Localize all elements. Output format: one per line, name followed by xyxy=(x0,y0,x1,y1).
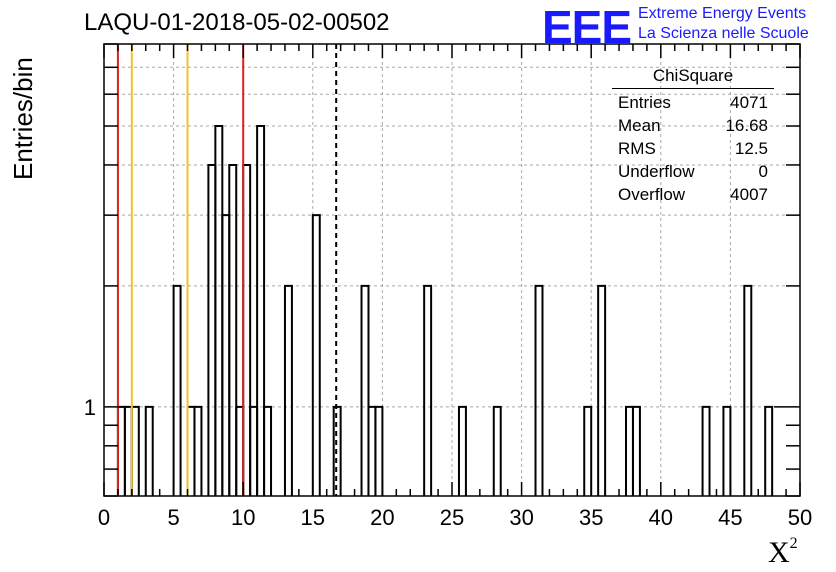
x-tick-label: 5 xyxy=(167,505,179,530)
stats-box: ChiSquare Entries 4071 Mean 16.68 RMS 12.5 Und… xyxy=(612,66,776,206)
histogram-bin xyxy=(172,284,182,496)
y-axis-label-text: Entries/bin xyxy=(8,57,38,180)
tick-labels: 0 5 10 15 20 25 30 35 40 45 50 1 xyxy=(84,395,812,530)
histogram-bin xyxy=(492,405,502,496)
histogram-bin xyxy=(374,405,384,496)
x-tick-label: 50 xyxy=(788,505,812,530)
histogram-bin xyxy=(625,405,634,496)
histogram-bin xyxy=(123,405,133,496)
histogram-bin xyxy=(534,284,544,496)
stats-label: Mean xyxy=(618,116,661,135)
histogram-bin xyxy=(193,405,203,496)
grid-lines xyxy=(104,44,800,496)
chart-title: LAQU-01-2018-05-02-00502 xyxy=(84,9,390,36)
reference-lines xyxy=(116,44,338,496)
stats-value: 4071 xyxy=(730,93,768,112)
histogram-bin xyxy=(207,163,217,496)
histogram-bin xyxy=(764,405,774,496)
x-tick-label: 35 xyxy=(579,505,603,530)
histogram-bin xyxy=(701,405,711,496)
histogram-bin xyxy=(144,405,154,496)
x-tick-label: 20 xyxy=(370,505,394,530)
stats-label: RMS xyxy=(618,139,656,158)
logo-line-2: La Scienza nelle Scuole xyxy=(638,25,809,42)
stats-label: Underflow xyxy=(618,162,695,181)
stats-row-mean: Mean 16.68 xyxy=(612,114,776,137)
histogram-bin xyxy=(722,405,732,496)
x-axis-label-superscript: 2 xyxy=(789,535,798,552)
histogram-bin xyxy=(743,284,753,496)
histogram-bin xyxy=(457,405,467,496)
histogram-bin xyxy=(597,284,607,496)
histogram-bin xyxy=(360,284,370,496)
histogram-bin xyxy=(249,405,259,496)
x-tick-label: 45 xyxy=(718,505,742,530)
stats-row-overflow: Overflow 4007 xyxy=(612,183,776,206)
y-axis-label: Entries/bin xyxy=(4,48,38,188)
logo-mark: EEE xyxy=(542,1,632,53)
stats-row-rms: RMS 12.5 xyxy=(612,137,776,160)
histogram-bin xyxy=(367,405,377,496)
logo-text: Extreme Energy Events La Scienza nelle S… xyxy=(638,4,809,44)
histogram-bin xyxy=(311,214,321,496)
x-axis-label: X2 xyxy=(768,535,798,570)
x-tick-label: 0 xyxy=(98,505,110,530)
stats-box-title: ChiSquare xyxy=(612,66,774,89)
stats-value: 4007 xyxy=(730,185,768,204)
stats-label: Entries xyxy=(618,93,671,112)
y-tick-label: 1 xyxy=(84,395,96,420)
histogram-bin xyxy=(256,125,266,496)
x-tick-label: 30 xyxy=(509,505,533,530)
stats-value: 12.5 xyxy=(734,139,768,158)
stats-value: 0 xyxy=(758,162,768,181)
histogram-bin xyxy=(228,163,238,496)
x-tick-label: 10 xyxy=(231,505,255,530)
histogram-bin xyxy=(631,405,641,496)
histogram-bin xyxy=(186,405,196,496)
x-tick-label: 25 xyxy=(440,505,464,530)
histogram-bin xyxy=(221,214,231,496)
histogram-bin xyxy=(116,405,126,496)
histogram-bin xyxy=(583,405,593,496)
histogram-bin xyxy=(423,284,433,496)
histogram-bin xyxy=(242,163,252,496)
stats-label: Overflow xyxy=(618,185,686,204)
histogram-bin xyxy=(235,405,245,496)
axis-ticks xyxy=(103,43,801,497)
histogram-bin xyxy=(263,405,273,496)
x-tick-label: 40 xyxy=(649,505,673,530)
stats-value: 16.68 xyxy=(725,116,768,135)
logo-line-1: Extreme Energy Events xyxy=(638,5,807,22)
histogram-bin xyxy=(214,125,224,496)
histogram-bin xyxy=(283,284,293,496)
x-axis-label-text: X xyxy=(768,536,790,569)
histogram-bin xyxy=(130,405,140,496)
stats-row-entries: Entries 4071 xyxy=(612,91,776,114)
stats-row-underflow: Underflow 0 xyxy=(612,160,776,183)
x-tick-label: 15 xyxy=(301,505,325,530)
